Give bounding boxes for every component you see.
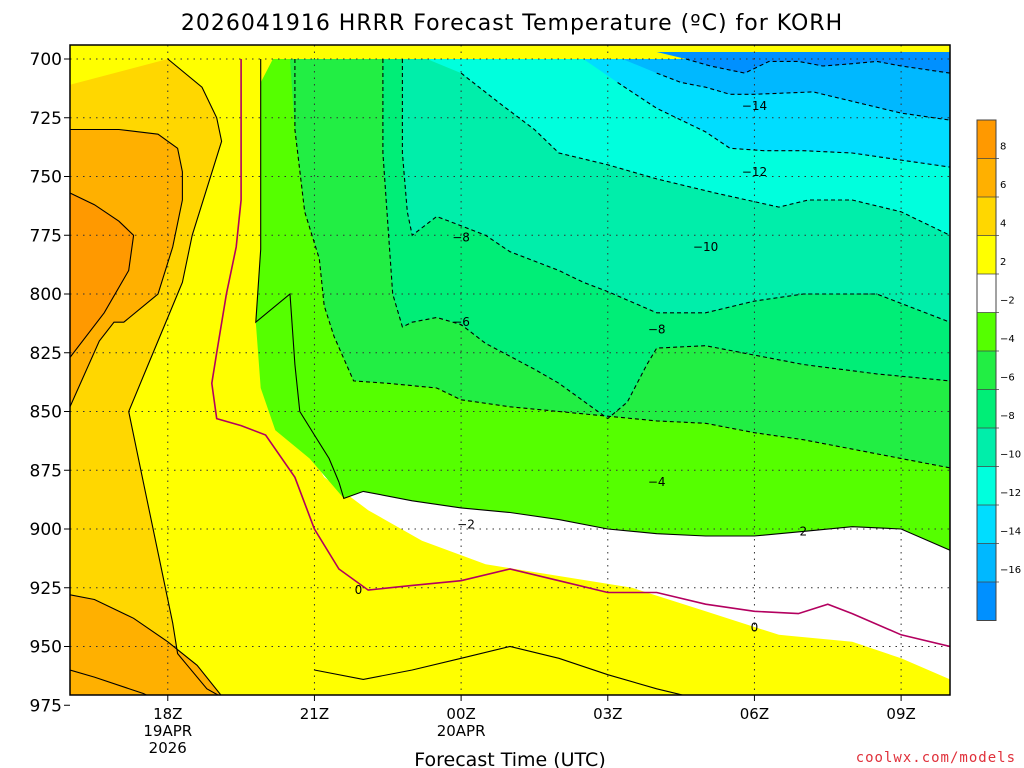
colorbar-bin-12 <box>977 582 996 621</box>
colorbar-bin-7 <box>977 389 996 428</box>
colorbar-bin-10 <box>977 505 996 544</box>
x-tick-label-1-0: 21Z <box>300 705 329 723</box>
ground-terrain <box>70 705 950 738</box>
grid <box>70 45 950 695</box>
x-tick-label-2-0: 00Z <box>446 705 475 723</box>
plot-frame <box>69 44 951 696</box>
contour-line-11 <box>460 72 950 236</box>
colorbar-bin-2 <box>977 197 996 236</box>
x-tick-label-4-0: 06Z <box>740 705 769 723</box>
contour-line-9 <box>382 59 950 420</box>
y-tick-label-2: 750 <box>30 168 62 188</box>
chart-title: 2026041916 HRRR Forecast Temperature (ºC… <box>181 11 843 36</box>
contour-label-7: −8 <box>648 322 666 336</box>
y-tick-label-0: 700 <box>30 50 62 70</box>
colorbar-label-9: −12 <box>1000 488 1021 499</box>
contour-line-5 <box>70 192 135 358</box>
contour-line-10 <box>401 59 950 323</box>
contour-line-14 <box>685 58 950 74</box>
contour-line-2 <box>314 645 685 695</box>
y-axis: 700 725 750 775 800 825 850 875 900 925 950 975 <box>30 50 70 716</box>
contour-label-9: −12 <box>742 165 767 179</box>
colorbar-bin-3 <box>977 235 996 274</box>
colorbar-label-8: −10 <box>1000 450 1021 461</box>
colorbar-label-4: −2 <box>1000 296 1015 307</box>
y-tick-label-8: 900 <box>30 520 62 540</box>
colorbar-label-7: −8 <box>1000 411 1015 422</box>
y-tick-label-6: 850 <box>30 403 62 423</box>
ground-layer <box>70 705 950 738</box>
contour-line-3 <box>70 128 183 408</box>
temp-region-15 <box>70 708 129 739</box>
y-tick-label-7: 875 <box>30 461 62 481</box>
x-tick-label-3-0: 03Z <box>593 705 622 723</box>
colorbar-label-3: 2 <box>1000 257 1006 268</box>
colorbar-label-10: −14 <box>1000 527 1021 538</box>
y-tick-label-10: 950 <box>30 638 62 658</box>
colorbar: 8 6 4 2 −2 −4 −6 −8 −10 −12 −14 −16 <box>976 119 1021 621</box>
colorbar-bin-8 <box>977 428 996 467</box>
credit-text: coolwx.com/models <box>856 750 1016 766</box>
contour-line-4 <box>70 594 222 695</box>
colorbar-label-11: −16 <box>1000 565 1021 576</box>
contour-label-5: −6 <box>452 315 470 329</box>
colorbar-bin-5 <box>977 312 996 351</box>
contour-line-6 <box>70 669 148 695</box>
contour-line-8 <box>294 59 950 469</box>
colorbar-bin-4 <box>977 274 996 313</box>
x-tick-label-0-0: 18Z <box>153 705 182 723</box>
contour-label-6: −8 <box>452 231 470 245</box>
colorbar-label-6: −6 <box>1000 373 1015 384</box>
contour-line-12 <box>617 82 950 168</box>
colorbar-bin-1 <box>977 158 996 197</box>
colorbar-bin-11 <box>977 543 996 582</box>
contour-line-7 <box>255 59 950 551</box>
contour-line-1 <box>128 58 223 695</box>
colorbar-frame <box>976 119 997 621</box>
contour-label-4: −4 <box>648 475 666 489</box>
temp-region-9 <box>656 52 950 74</box>
y-tick-label-11: 975 <box>30 696 62 716</box>
filled-regions <box>70 52 950 739</box>
x-tick-label-0-2: 2026 <box>149 739 187 757</box>
y-tick-label-1: 725 <box>30 109 62 129</box>
contour-label-0: 0 <box>355 583 363 597</box>
contour-label-2: −2 <box>457 517 475 531</box>
x-axis-label: Forecast Time (UTC) <box>414 749 605 768</box>
colorbar-bin-6 <box>977 351 996 390</box>
contour-label-8: −10 <box>693 240 718 254</box>
y-tick-label-3: 775 <box>30 226 62 246</box>
temp-region-8 <box>622 59 950 121</box>
plot-area: 0 0 −2 2 −4 −6 −8 −8 −10 −12 −14 <box>70 45 950 739</box>
contour-label-1: 0 <box>751 621 759 635</box>
y-tick-label-9: 925 <box>30 579 62 599</box>
x-tick-label-5-0: 09Z <box>886 705 915 723</box>
colorbar-label-0: 8 <box>1000 142 1006 153</box>
contour-line-0 <box>210 59 950 648</box>
contour-labels: 0 0 −2 2 −4 −6 −8 −8 −10 −12 −14 <box>355 99 808 635</box>
y-tick-label-5: 825 <box>30 344 62 364</box>
colorbar-bin-9 <box>977 466 996 505</box>
colorbar-label-1: 6 <box>1000 180 1006 191</box>
x-tick-label-2-1: 20APR <box>437 722 486 740</box>
y-tick-label-4: 800 <box>30 285 62 305</box>
contour-line-13 <box>656 72 950 121</box>
contour-label-10: −14 <box>742 99 767 113</box>
temp-region-13 <box>70 193 134 358</box>
x-tick-label-0-1: 19APR <box>143 722 192 740</box>
colorbar-label-2: 4 <box>1000 219 1006 230</box>
colorbar-bin-0 <box>977 120 996 159</box>
contour-label-3: 2 <box>800 524 808 538</box>
contour-lines <box>70 58 950 695</box>
temp-region-12 <box>70 594 221 695</box>
colorbar-label-5: −4 <box>1000 334 1015 345</box>
